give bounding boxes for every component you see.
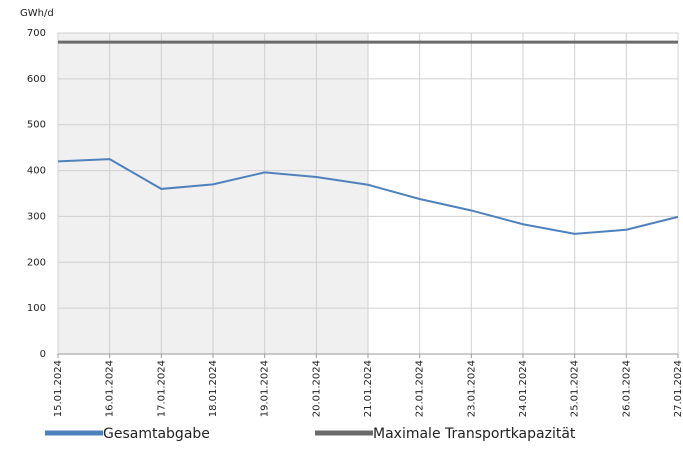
y-tick-label: 0: [40, 349, 46, 360]
x-tick-label: 18.01.2024: [208, 360, 219, 417]
y-tick-label: 400: [27, 166, 46, 177]
x-tick-label: 26.01.2024: [621, 360, 632, 417]
x-tick-label: 23.01.2024: [466, 360, 477, 417]
y-tick-label: 300: [27, 211, 46, 222]
x-tick-label: 24.01.2024: [518, 360, 529, 417]
x-tick-label: 25.01.2024: [570, 360, 581, 417]
y-tick-label: 100: [27, 303, 46, 314]
y-tick-label: 700: [27, 28, 46, 39]
legend-label: Maximale Transportkapazität: [373, 426, 576, 442]
x-tick-label: 21.01.2024: [363, 360, 374, 417]
x-tick-label: 20.01.2024: [311, 360, 322, 417]
x-tick-label: 19.01.2024: [260, 360, 271, 417]
x-tick-label: 17.01.2024: [156, 360, 167, 417]
line-series: [57, 158, 679, 235]
x-tick-label: 16.01.2024: [105, 360, 116, 417]
legend-label: Gesamtabgabe: [103, 426, 210, 442]
y-unit: GWh/d: [20, 8, 54, 19]
x-tick-label: 22.01.2024: [415, 360, 426, 417]
y-tick-label: 600: [27, 74, 46, 85]
x-tick-label: 27.01.2024: [673, 360, 683, 417]
y-tick-label: 200: [27, 257, 46, 268]
x-tick-label: 15.01.2024: [53, 360, 64, 417]
y-tick-label: 500: [27, 120, 46, 131]
